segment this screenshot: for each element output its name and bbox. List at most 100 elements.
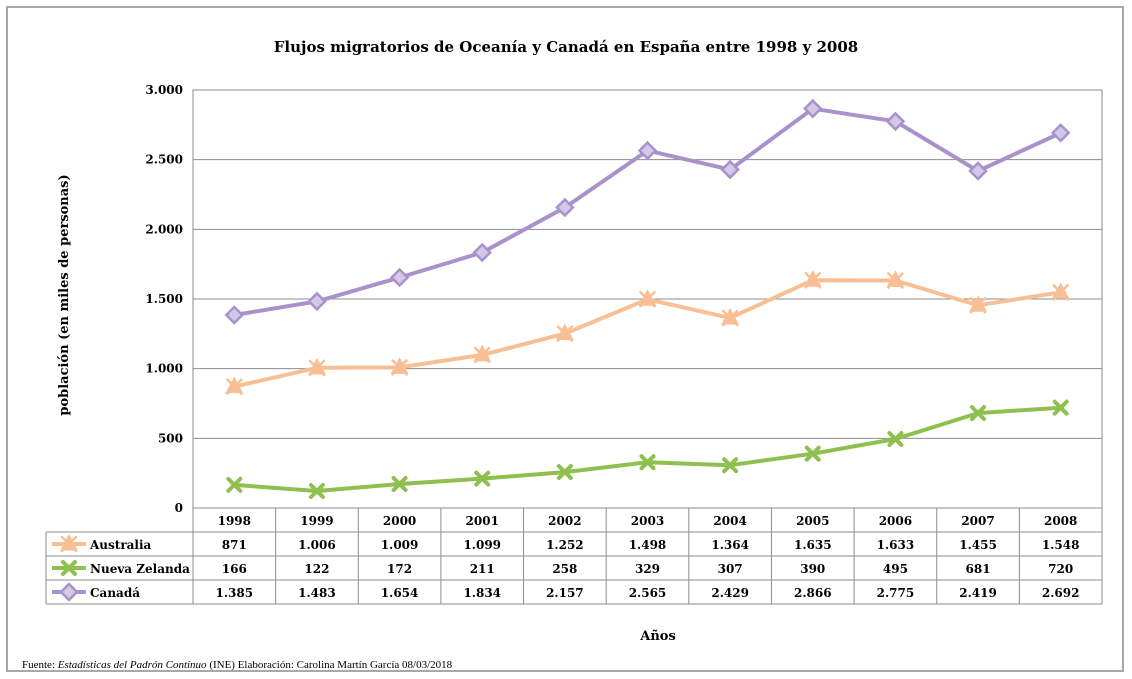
legend-swatch-marker [61, 560, 77, 576]
data-label: 1.483 [298, 586, 336, 600]
x-marker [474, 470, 491, 487]
diamond-marker [472, 242, 492, 263]
data-point [390, 357, 409, 376]
source-suffix: (INE) Elaboración: Carolina Martín Garcí… [207, 659, 453, 671]
data-point [1052, 399, 1069, 416]
data-label: 1.633 [877, 538, 915, 552]
y-axis-ticks: 0 500 1.000 1.500 2.000 2.500 3.000 [145, 83, 183, 515]
data-label: 2.866 [794, 586, 832, 600]
y-tick-label: 500 [158, 431, 183, 445]
data-label: 329 [635, 562, 660, 576]
y-tick-label: 3.000 [145, 83, 183, 97]
diamond-marker [224, 305, 245, 325]
data-point [637, 140, 658, 161]
data-label: 2.157 [546, 586, 584, 600]
data-label: 2.429 [711, 586, 749, 600]
x-category-label: 2005 [796, 514, 829, 528]
x-category-label: 2008 [1044, 514, 1077, 528]
x-category-label: 2004 [713, 514, 746, 528]
x-category-label: 1999 [300, 514, 333, 528]
x-marker [969, 297, 987, 314]
y-tick-label: 1.000 [145, 362, 183, 376]
data-label: 1.006 [298, 538, 336, 552]
data-point [474, 470, 491, 487]
y-tick-label: 1.500 [145, 292, 183, 306]
data-point [472, 242, 492, 263]
data-point [970, 405, 987, 422]
data-point [721, 307, 739, 327]
x-marker [391, 359, 408, 376]
x-axis-label: Años [639, 629, 676, 644]
data-point [224, 305, 245, 325]
y-tick-label: 0 [175, 501, 183, 515]
data-label: 1.099 [463, 538, 501, 552]
data-label: 1.548 [1042, 538, 1080, 552]
data-label: 1.364 [711, 538, 749, 552]
data-label: 307 [718, 562, 743, 576]
data-point [804, 445, 821, 462]
legend-entry: Australia [89, 538, 152, 552]
data-point [473, 344, 492, 364]
data-point [391, 476, 408, 493]
data-label: 1.252 [546, 538, 584, 552]
x-marker [1052, 284, 1069, 301]
x-marker [804, 445, 821, 462]
data-point [1050, 123, 1071, 143]
data-point [638, 289, 657, 308]
diamond-marker [1050, 123, 1071, 143]
data-label: 495 [883, 562, 908, 576]
data-label: 1.654 [381, 586, 419, 600]
legend-swatch-marker [60, 533, 78, 553]
x-marker [887, 431, 904, 448]
data-point [555, 197, 575, 218]
y-axis-label: población (en miles de personas) [57, 174, 72, 415]
x-category-label: 2007 [961, 514, 994, 528]
data-point [225, 376, 244, 395]
data-table: 1998 1999 2000 2001 2002 2003 2004 2005 2006 2007… [45, 508, 1103, 605]
x-marker [639, 454, 656, 471]
data-point [1051, 282, 1070, 301]
source-note: Fuente: Estadísticas del Padrón Continuo… [22, 659, 453, 671]
x-category-label: 2000 [383, 514, 416, 528]
data-label: 1.635 [794, 538, 832, 552]
data-point [720, 159, 740, 180]
data-label: 166 [222, 562, 247, 576]
data-label: 2.692 [1042, 586, 1080, 600]
data-label: 681 [966, 562, 991, 576]
source-publication: Estadísticas del Padrón Continuo [57, 659, 207, 671]
data-label: 720 [1048, 562, 1073, 576]
data-point [639, 454, 656, 471]
x-marker [391, 476, 408, 493]
data-label: 1.009 [381, 538, 419, 552]
data-label: 2.565 [629, 586, 667, 600]
data-point [389, 267, 410, 288]
data-point [887, 431, 904, 448]
chart-frame [6, 6, 1124, 672]
x-marker [721, 309, 739, 327]
x-marker [639, 291, 656, 308]
data-point [968, 161, 988, 181]
data-label: 1.834 [463, 586, 501, 600]
diamond-marker [637, 140, 658, 161]
data-label: 258 [552, 562, 577, 576]
data-label: 2.419 [959, 586, 997, 600]
diamond-marker [720, 159, 740, 180]
data-label: 211 [470, 562, 495, 576]
data-point [556, 464, 573, 481]
x-marker [308, 483, 325, 500]
y-tick-label: 2.500 [145, 153, 183, 167]
x-marker [226, 476, 243, 493]
data-label: 871 [222, 538, 247, 552]
x-category-label: 2002 [548, 514, 581, 528]
x-marker [556, 325, 574, 342]
x-marker [60, 535, 78, 553]
x-marker [61, 560, 77, 576]
data-label: 1.498 [629, 538, 667, 552]
x-marker [1052, 399, 1069, 416]
diamond-marker [885, 111, 906, 132]
series-markers [224, 98, 1071, 500]
data-point [226, 476, 243, 493]
diamond-marker [968, 161, 988, 181]
data-point [308, 483, 325, 500]
data-label: 390 [800, 562, 825, 576]
